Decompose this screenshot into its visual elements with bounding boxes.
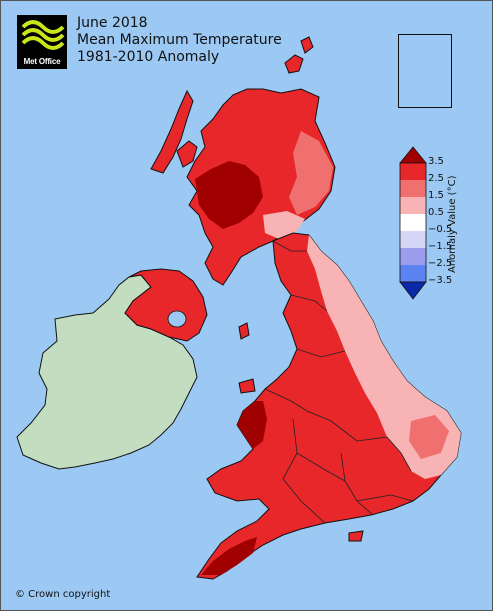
colorbar-tick: 2.5 bbox=[428, 173, 444, 184]
colorbar-band bbox=[400, 248, 426, 265]
isle-of-wight bbox=[348, 530, 364, 542]
east-anglia-patch bbox=[409, 415, 449, 459]
northern-ireland-region bbox=[124, 268, 208, 342]
colorbar-band bbox=[400, 180, 426, 197]
lough-neagh bbox=[167, 310, 187, 328]
isle-of-skye bbox=[176, 140, 198, 168]
scotland-borders bbox=[263, 211, 305, 239]
colorbar-band bbox=[400, 163, 426, 180]
colorbar-tick: 0.5 bbox=[428, 207, 444, 218]
colorbar-tick: −1.5 bbox=[428, 241, 453, 252]
anglesey bbox=[238, 378, 256, 394]
colorbar-tick: −0.5 bbox=[428, 224, 453, 235]
northeast-england-light bbox=[307, 235, 461, 479]
colorbar-tick: −3.5 bbox=[428, 275, 453, 286]
colorbar-tick: −2.5 bbox=[428, 258, 453, 269]
colorbar-title: Anomaly Value (°C) bbox=[447, 175, 458, 273]
colorbar-bottom-arrow bbox=[399, 281, 427, 300]
scotland-east-coast bbox=[289, 131, 333, 215]
cornwall-devon-dark bbox=[201, 537, 257, 575]
region-boundaries bbox=[264, 240, 414, 524]
colorbar-band bbox=[400, 231, 426, 248]
map-title: June 2018 Mean Maximum Temperature 1981-… bbox=[77, 15, 282, 66]
shetland-inset-frame bbox=[398, 34, 452, 108]
outer-hebrides bbox=[150, 89, 194, 174]
colorbar-band bbox=[400, 214, 426, 231]
isle-of-man bbox=[238, 322, 250, 340]
colorbar-top-arrow bbox=[399, 146, 427, 164]
met-office-logo: Met Office bbox=[17, 15, 67, 69]
copyright-notice: © Crown copyright bbox=[15, 589, 111, 600]
west-wales-coast bbox=[237, 401, 267, 449]
colorbar-band bbox=[400, 265, 426, 282]
scotland-west-highlands bbox=[195, 161, 263, 229]
title-line-2: Mean Maximum Temperature bbox=[77, 32, 282, 48]
colorbar-tick: 3.5 bbox=[428, 156, 444, 167]
title-line-3: 1981-2010 Anomaly bbox=[77, 49, 220, 65]
met-office-wave-icon bbox=[21, 20, 65, 50]
orkney-islands bbox=[284, 36, 314, 74]
logo-text: Met Office bbox=[23, 57, 61, 66]
colorbar bbox=[399, 146, 427, 300]
colorbar-band bbox=[400, 197, 426, 214]
colorbar-tick: 1.5 bbox=[428, 190, 444, 201]
title-line-1: June 2018 bbox=[77, 15, 148, 31]
